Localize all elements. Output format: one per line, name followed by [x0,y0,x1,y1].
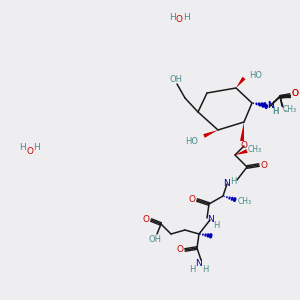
Text: CH₃: CH₃ [248,146,262,154]
Text: N: N [267,101,273,110]
Text: –: – [283,107,287,113]
Text: O: O [188,194,196,203]
Text: O: O [176,16,182,25]
Text: N: N [195,260,201,268]
Text: O: O [292,89,298,98]
Text: H: H [20,143,26,152]
Text: O: O [26,146,34,155]
Text: HO: HO [185,136,198,146]
Text: CH₃: CH₃ [283,104,297,113]
Text: O: O [292,89,298,98]
Text: H: H [213,220,219,230]
Text: O: O [142,214,149,224]
Text: OH: OH [169,74,182,83]
Polygon shape [236,77,246,88]
Text: CH₃: CH₃ [238,197,252,206]
Polygon shape [235,149,247,155]
Text: H: H [202,265,208,274]
Text: OH: OH [148,236,161,244]
Polygon shape [203,130,218,138]
Text: H: H [272,106,278,116]
Text: H: H [230,176,236,185]
Text: H: H [34,143,40,152]
Polygon shape [240,122,244,141]
Text: H: H [183,13,189,22]
Text: N: N [224,179,230,188]
Text: O: O [176,245,184,254]
Text: H: H [272,107,278,116]
Text: HO: HO [249,71,262,80]
Text: H: H [189,265,195,274]
Text: N: N [207,215,213,224]
Text: H: H [169,13,176,22]
Text: N: N [267,101,273,110]
Text: O: O [241,142,248,151]
Text: O: O [260,160,268,169]
